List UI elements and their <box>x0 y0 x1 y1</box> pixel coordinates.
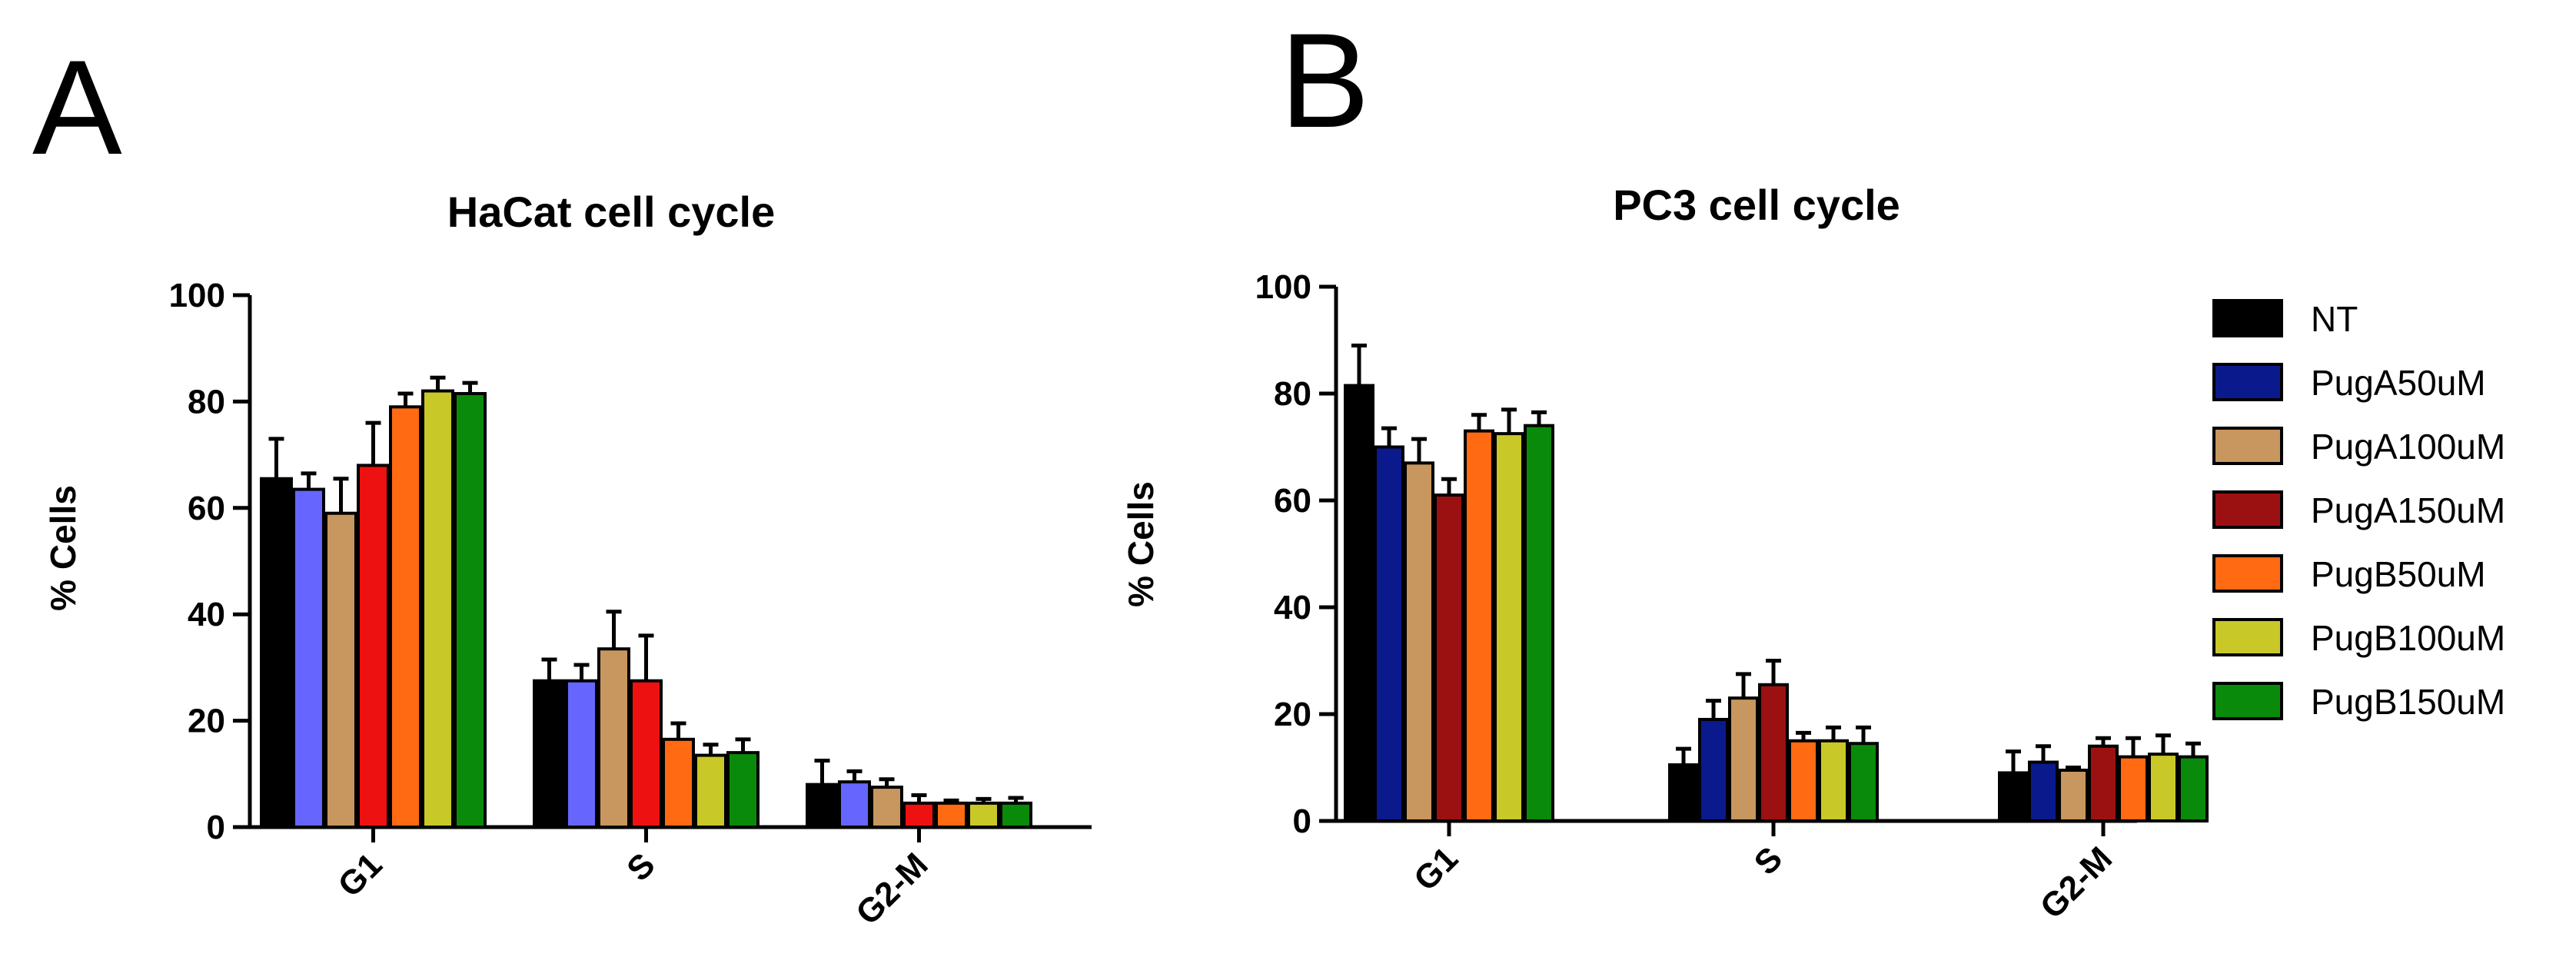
bar <box>1848 742 1879 822</box>
bar <box>694 753 727 829</box>
legend-swatch <box>2212 427 2283 465</box>
bar <box>2028 760 2059 822</box>
panel-letter-b: B <box>1280 6 1370 156</box>
bar <box>2058 768 2089 822</box>
bar <box>357 464 390 829</box>
y-tick-label: 80 <box>188 383 225 420</box>
bar <box>1404 461 1434 822</box>
legend: NT PugA50uM PugA100uM PugA150uM PugB50uM… <box>2212 299 2505 722</box>
bar <box>421 389 454 829</box>
legend-swatch <box>2212 682 2283 720</box>
bar <box>1758 683 1789 823</box>
bar <box>1434 493 1464 822</box>
bar <box>1668 763 1699 823</box>
bar <box>2088 744 2119 823</box>
bar <box>1818 739 1849 822</box>
legend-label: PugA100uM <box>2311 427 2505 467</box>
bar <box>935 801 968 829</box>
legend-entry-pugb150um: PugB150uM <box>2212 682 2505 722</box>
legend-swatch <box>2212 618 2283 656</box>
bar <box>1494 432 1524 822</box>
bar <box>1998 771 2029 823</box>
legend-label: PugB100uM <box>2311 618 2505 658</box>
legend-swatch <box>2212 490 2283 529</box>
legend-label: PugB150uM <box>2311 682 2505 722</box>
y-tick-label: 0 <box>1293 802 1311 840</box>
legend-entry-puga100um: PugA100uM <box>2212 427 2505 467</box>
bar <box>999 801 1032 829</box>
bar <box>1524 424 1554 822</box>
bar <box>902 801 936 829</box>
bar <box>806 783 839 829</box>
legend-label: PugA50uM <box>2311 363 2486 403</box>
y-tick-label: 40 <box>188 596 225 633</box>
y-tick-label: 100 <box>169 277 225 314</box>
bar <box>630 679 663 829</box>
bar <box>533 679 566 829</box>
y-tick-label: 20 <box>188 703 225 740</box>
legend-swatch <box>2212 299 2283 337</box>
legend-label: PugA150uM <box>2311 490 2505 530</box>
legend-entry-puga50um: PugA50uM <box>2212 363 2486 403</box>
bar <box>1464 429 1494 823</box>
chart-title-hacat: HaCat cell cycle <box>447 188 775 236</box>
y-tick-label: 100 <box>1255 268 1311 306</box>
bar <box>2148 753 2179 822</box>
bar <box>838 780 871 829</box>
bar <box>2178 755 2209 822</box>
y-tick-label: 60 <box>188 490 225 527</box>
y-tick-label: 0 <box>207 809 225 846</box>
panel-letter-a: A <box>32 33 122 183</box>
bar <box>870 786 903 829</box>
bar <box>565 679 598 829</box>
bar <box>389 405 422 829</box>
bar <box>454 392 487 829</box>
bar <box>726 751 760 829</box>
legend-swatch <box>2212 554 2283 593</box>
legend-entry-pugb100um: PugB100uM <box>2212 618 2505 658</box>
legend-entry-nt: NT <box>2212 299 2358 339</box>
y-axis-label-hacat: % Cells <box>43 485 83 611</box>
y-tick-label: 20 <box>1274 696 1311 733</box>
y-axis-label-pc3: % Cells <box>1121 481 1161 607</box>
legend-entry-pugb50um: PugB50uM <box>2212 554 2486 594</box>
y-tick-label: 40 <box>1274 589 1311 626</box>
bar <box>1788 739 1819 822</box>
legend-swatch <box>2212 363 2283 401</box>
bar <box>597 647 630 829</box>
legend-label: NT <box>2311 299 2358 339</box>
bar <box>1374 445 1404 822</box>
bar <box>2118 755 2149 822</box>
chart-title-pc3: PC3 cell cycle <box>1613 181 1900 229</box>
y-tick-label: 60 <box>1274 482 1311 520</box>
bar <box>324 511 357 829</box>
bar <box>292 487 325 829</box>
bar <box>967 801 1000 829</box>
bar <box>662 737 695 829</box>
bar <box>1698 717 1729 823</box>
y-tick-label: 80 <box>1274 375 1311 413</box>
legend-entry-puga150um: PugA150uM <box>2212 490 2505 530</box>
bar <box>1728 696 1759 823</box>
bar <box>260 477 293 829</box>
bar <box>1344 384 1374 822</box>
legend-label: PugB50uM <box>2311 554 2486 594</box>
